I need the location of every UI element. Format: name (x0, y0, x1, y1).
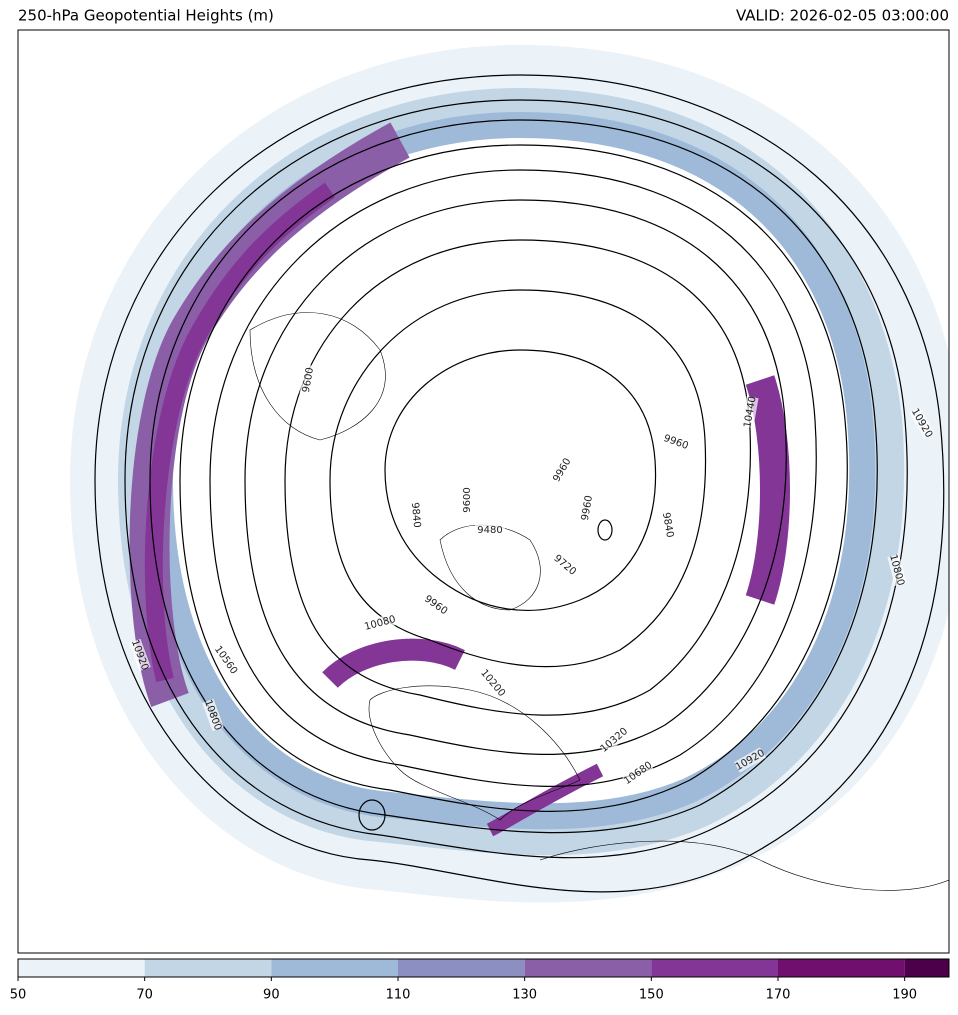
contour-label: 9480 (477, 525, 502, 536)
map-area: 1092010800104409960996099609840984096009… (18, 30, 949, 953)
colorbar-tick-label: 150 (639, 988, 664, 1003)
colorbar-tick-label: 90 (263, 988, 280, 1003)
contour-label: 10440 (742, 395, 758, 428)
colorbar-tick-label: 170 (766, 988, 791, 1003)
contour-label-bg (461, 485, 473, 515)
colorbar-tick-label: 110 (386, 988, 411, 1003)
contour-label-bg (478, 667, 508, 699)
contour-label-bg (622, 759, 654, 787)
contour-label-bg (212, 644, 240, 676)
valid-time: VALID: 2026-02-05 03:00:00 (736, 7, 949, 25)
colorbar-bin (144, 959, 272, 977)
contour-label: 9600 (462, 487, 473, 512)
colorbar-tick-label: 50 (10, 988, 27, 1003)
contour-label: 9840 (660, 512, 675, 539)
colorbar-bin (398, 959, 525, 977)
contour-label-bg (659, 509, 677, 541)
colorbar-bin (778, 959, 905, 977)
contour-label: 9840 (409, 502, 422, 528)
contour-label-bg (598, 725, 630, 755)
colorbar-bin (524, 959, 652, 977)
colorbar-frame (17, 958, 950, 978)
contour-label-bg (408, 499, 424, 531)
colorbar-bin (18, 959, 145, 977)
contour-label: 9600 (301, 367, 316, 394)
contour-label-bg (549, 550, 581, 580)
contour-label-bg (741, 396, 759, 428)
contour-label-bg (887, 553, 907, 587)
contour-label-bg (578, 492, 596, 524)
colorbar-tick-label: 130 (512, 988, 537, 1003)
contour-label-bg (475, 524, 505, 536)
colorbar: 50 70 90 110 130 150 170 190 (10, 958, 950, 1003)
map-title: 250-hPa Geopotential Heights (m) (18, 7, 274, 25)
map-frame (17, 29, 950, 954)
colorbar-tick-label: 190 (892, 988, 917, 1003)
contour-label-bg (363, 613, 397, 633)
contour-label-bg (909, 407, 935, 439)
colorbar-bin (904, 959, 949, 977)
contour-label-bg (420, 591, 452, 619)
contour-label: 9960 (580, 495, 595, 522)
contour-label-bg (734, 747, 766, 773)
contour-label-bg (659, 431, 693, 453)
contour-label-bg (299, 364, 317, 396)
colorbar-tick-label: 70 (136, 988, 153, 1003)
colorbar-bin (271, 959, 398, 977)
contour-label-bg (202, 698, 224, 732)
contour-label-bg (549, 454, 575, 486)
colorbar-bin (651, 959, 778, 977)
contour-label-bg (129, 638, 151, 672)
